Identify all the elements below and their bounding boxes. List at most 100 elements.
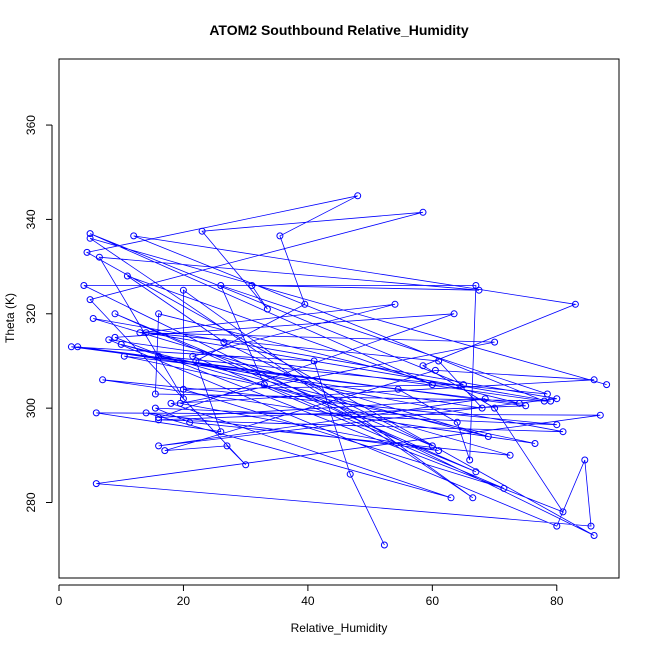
data-point xyxy=(484,433,492,440)
data-point xyxy=(581,456,589,464)
data-point xyxy=(263,305,271,313)
data-point xyxy=(179,395,187,403)
data-point xyxy=(95,253,103,261)
data-point xyxy=(86,296,94,304)
data-point xyxy=(223,442,231,450)
x-axis: 0 20 40 60 80 xyxy=(56,584,564,608)
data-point xyxy=(428,442,436,450)
data-point xyxy=(99,376,107,384)
data-point xyxy=(167,399,175,407)
x-tick-label: 40 xyxy=(301,594,315,608)
data-point xyxy=(559,428,567,436)
data-point xyxy=(179,385,187,393)
data-point xyxy=(142,409,150,417)
data-point xyxy=(155,310,163,318)
x-tick-label: 0 xyxy=(56,594,63,608)
data-point xyxy=(587,522,595,530)
data-point xyxy=(450,310,458,318)
y-tick-label: 340 xyxy=(24,209,38,229)
plot-marks xyxy=(67,192,611,549)
data-point xyxy=(123,272,131,280)
data-point xyxy=(176,399,184,407)
data-point xyxy=(466,456,474,464)
data-point xyxy=(553,395,561,403)
data-point xyxy=(83,248,91,256)
data-point xyxy=(260,381,268,389)
data-point xyxy=(74,343,82,351)
data-point xyxy=(522,402,530,410)
data-point xyxy=(531,440,539,447)
data-point xyxy=(472,468,480,476)
data-point xyxy=(515,399,523,407)
data-point xyxy=(419,362,427,370)
data-point xyxy=(179,286,187,294)
data-point xyxy=(506,451,514,459)
data-point xyxy=(491,404,499,412)
data-point xyxy=(86,230,94,238)
data-point xyxy=(428,381,436,389)
data-point xyxy=(111,310,119,318)
data-point xyxy=(447,494,455,502)
data-point xyxy=(248,282,256,289)
y-tick-label: 360 xyxy=(24,115,38,135)
data-point xyxy=(89,315,97,322)
y-tick-label: 280 xyxy=(24,492,38,512)
x-axis-label: Relative_Humidity xyxy=(291,621,388,635)
data-point xyxy=(198,227,206,235)
data-point xyxy=(419,208,427,216)
y-axis: 280 300 320 340 360 xyxy=(24,115,53,513)
data-point xyxy=(151,390,159,398)
data-point xyxy=(475,286,483,294)
data-point xyxy=(92,480,100,488)
data-point xyxy=(346,470,354,478)
data-point xyxy=(590,376,598,384)
data-point xyxy=(92,409,100,417)
data-point xyxy=(553,522,561,530)
data-point xyxy=(500,484,508,492)
data-point xyxy=(590,532,598,539)
data-point xyxy=(276,232,284,240)
data-point xyxy=(310,357,318,365)
data-point xyxy=(136,329,144,337)
data-point xyxy=(559,508,567,516)
y-tick-label: 300 xyxy=(24,398,38,418)
data-point xyxy=(155,414,163,422)
data-point xyxy=(161,447,169,455)
x-tick-label: 20 xyxy=(177,594,191,608)
data-point xyxy=(481,395,489,403)
data-point xyxy=(453,418,461,426)
x-tick-label: 60 xyxy=(426,594,440,608)
data-point xyxy=(596,411,604,419)
plot-frame xyxy=(58,58,620,579)
data-point xyxy=(491,338,499,346)
data-point xyxy=(354,192,362,200)
data-point xyxy=(86,234,94,242)
data-point xyxy=(553,421,561,429)
data-point xyxy=(394,385,402,393)
data-point xyxy=(120,352,128,360)
data-point xyxy=(380,541,388,549)
series-line xyxy=(71,195,607,546)
data-point xyxy=(571,300,579,308)
data-point xyxy=(242,461,250,469)
data-point xyxy=(391,300,399,308)
y-tick-label: 320 xyxy=(24,303,38,323)
data-point xyxy=(603,381,611,389)
data-point xyxy=(155,416,163,424)
data-point xyxy=(431,366,439,374)
data-point xyxy=(435,357,443,365)
data-point xyxy=(478,404,486,412)
data-point xyxy=(151,404,159,412)
data-point xyxy=(189,352,197,360)
data-point xyxy=(435,447,443,455)
chart-title: ATOM2 Southbound Relative_Humidity xyxy=(209,22,468,38)
data-point xyxy=(186,418,194,426)
data-point xyxy=(459,381,467,389)
data-point xyxy=(301,300,309,308)
data-point xyxy=(543,390,551,398)
data-point xyxy=(130,232,138,240)
data-point xyxy=(155,352,163,360)
data-point xyxy=(469,494,477,502)
